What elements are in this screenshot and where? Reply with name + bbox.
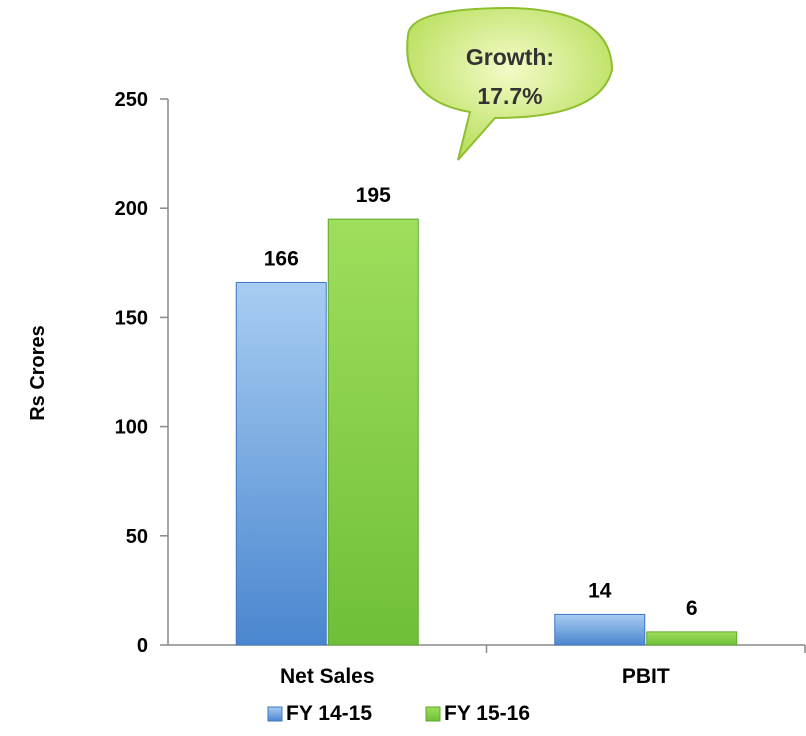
legend-swatch [425,706,441,722]
legend-label: FY 15-16 [444,702,530,725]
bar-fy-14-15 [554,613,646,646]
x-category-label: Net Sales [280,665,375,688]
data-labels: 166 195 14 6 [264,184,698,620]
y-tick-label: 200 [115,198,148,220]
bar-fy-15-16 [327,218,419,646]
y-axis-title: Rs Crores [27,325,49,421]
y-tick-label: 100 [115,417,148,439]
legend-swatch [267,706,283,722]
y-tick-label: 0 [137,635,148,657]
data-label: 6 [686,597,698,620]
data-label: 195 [356,184,391,207]
axes: 0 50 100 150 200 250 Net Sales PBIT [115,89,806,688]
bar-fy-14-15 [235,281,327,646]
callout-line-1: Growth: [466,44,554,70]
y-tick-label: 250 [115,89,148,111]
x-category-label: PBIT [622,665,670,688]
bars [235,218,738,646]
callout-line-2: 17.7% [477,83,542,109]
legend: FY 14-15 FY 15-16 [267,702,530,725]
y-tick-label: 150 [115,307,148,329]
data-label: 166 [264,247,299,270]
data-label: 14 [588,579,612,602]
bar-fy-15-16 [646,631,738,646]
callout-bubble [406,6,614,161]
y-tick-label: 50 [126,526,148,548]
callout: Growth: 17.7% [406,6,614,161]
legend-label: FY 14-15 [286,702,372,725]
